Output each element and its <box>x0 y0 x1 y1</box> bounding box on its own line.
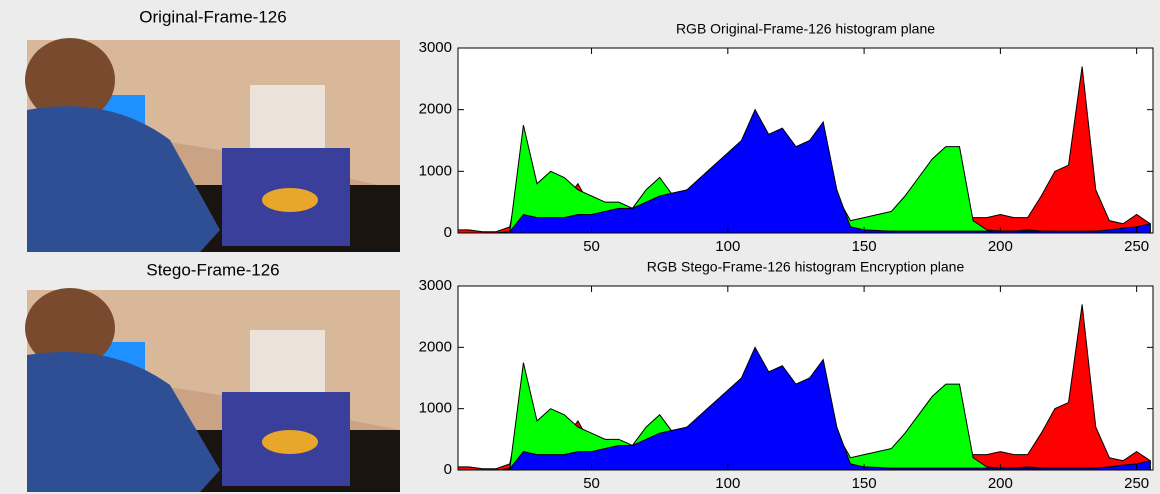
y-tick-label: 3000 <box>419 39 452 56</box>
x-tick-label: 50 <box>583 238 600 255</box>
image-title: Original-Frame-126 <box>139 7 286 26</box>
x-tick-label: 200 <box>988 475 1013 492</box>
x-tick-label: 50 <box>583 475 600 492</box>
frame-image <box>25 288 400 492</box>
chart-title: RGB Stego-Frame-126 histogram Encryption… <box>647 259 965 275</box>
chart-title: RGB Original-Frame-126 histogram plane <box>676 21 935 37</box>
y-tick-label: 0 <box>444 461 452 478</box>
x-tick-label: 200 <box>988 238 1013 255</box>
x-tick-label: 100 <box>715 475 740 492</box>
figure: Original-Frame-126 Stego-Frame-126 RGB O… <box>0 0 1160 494</box>
y-tick-label: 2000 <box>419 338 452 355</box>
x-tick-label: 250 <box>1124 475 1149 492</box>
y-tick-label: 1000 <box>419 400 452 417</box>
image-title: Stego-Frame-126 <box>146 260 279 279</box>
x-tick-label: 150 <box>852 475 877 492</box>
x-tick-label: 100 <box>715 238 740 255</box>
x-tick-label: 250 <box>1124 238 1149 255</box>
y-tick-label: 0 <box>444 224 452 241</box>
figure-canvas: Original-Frame-126 Stego-Frame-126 RGB O… <box>0 0 1160 494</box>
y-tick-label: 1000 <box>419 162 452 179</box>
y-tick-label: 2000 <box>419 101 452 118</box>
frame-image <box>25 38 400 252</box>
y-tick-label: 3000 <box>419 277 452 294</box>
x-tick-label: 150 <box>852 238 877 255</box>
